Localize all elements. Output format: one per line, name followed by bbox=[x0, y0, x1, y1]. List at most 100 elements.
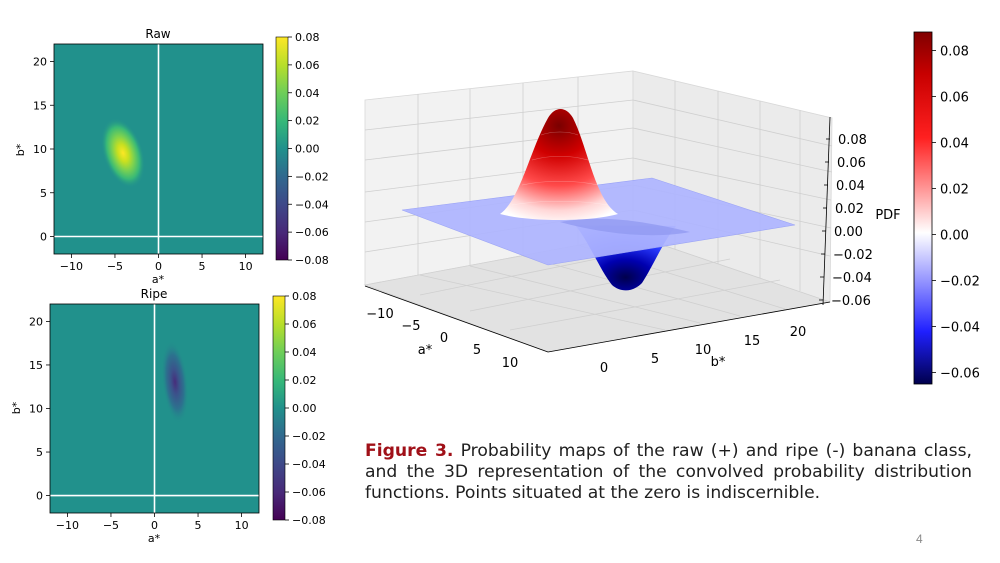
pdf-colorbar-tick-label: 0.06 bbox=[940, 90, 969, 105]
y-tick-label: 15 bbox=[29, 359, 43, 372]
raw-peak-blob bbox=[100, 118, 146, 188]
x-tick-label: 0 bbox=[151, 519, 158, 532]
colorbar-tick-label: 0.00 bbox=[292, 402, 317, 415]
pdf-colorbar-tick-label: −0.04 bbox=[940, 320, 980, 335]
figure-caption: Figure 3. Probability maps of the raw (+… bbox=[365, 441, 972, 504]
a-axis-ticks: −10 −5 0 5 10 bbox=[366, 307, 518, 371]
colorbar-tick-label: −0.02 bbox=[292, 430, 326, 443]
raw-axes: −10 −5 0 5 10 0 5 10 15 20 bbox=[33, 44, 263, 273]
z-axis-line bbox=[822, 116, 831, 306]
pdf-colorbar-tick-label: 0.00 bbox=[940, 228, 969, 243]
a-tick-label: 5 bbox=[473, 343, 481, 358]
colorbar-tick-label: −0.02 bbox=[295, 170, 329, 183]
raw-ylabel: b* bbox=[14, 143, 27, 156]
y-tick-label: 15 bbox=[33, 99, 47, 112]
pdf-colorbar bbox=[913, 31, 933, 385]
colorbar-tick-label: 0.08 bbox=[292, 290, 317, 303]
pdf-colorbar-ticks: 0.08 0.06 0.04 0.02 0.00 −0.02 −0.04 −0.06 bbox=[932, 44, 980, 381]
ripe-xlabel: a* bbox=[148, 532, 161, 545]
colorbar-tick-label: 0.04 bbox=[292, 346, 317, 359]
colorbar-tick-label: −0.08 bbox=[292, 514, 326, 527]
plane-trough bbox=[560, 218, 690, 236]
y-tick-label: 20 bbox=[29, 315, 43, 328]
colorbar-tick-label: −0.04 bbox=[292, 458, 326, 471]
ripe-colorbar-ticks: 0.08 0.06 0.04 0.02 0.00 −0.02 −0.04 −0.06 −0.08 bbox=[285, 290, 326, 527]
raw-colorbar bbox=[275, 36, 289, 261]
z-tick-label: −0.02 bbox=[833, 248, 873, 263]
raw-colorbar-ticks: 0.08 0.06 0.04 0.02 0.00 −0.02 −0.04 −0.06 −0.08 bbox=[288, 31, 329, 267]
x-tick-label: 0 bbox=[155, 260, 162, 273]
z-axis-ticks: 0.08 0.06 0.04 0.02 0.00 −0.02 −0.04 −0.06 bbox=[819, 133, 873, 309]
b-tick-label: 20 bbox=[790, 325, 807, 340]
colorbar-tick-label: 0.00 bbox=[295, 143, 320, 156]
x-tick-label: 10 bbox=[239, 260, 253, 273]
pdf-colorbar-tick-label: −0.02 bbox=[940, 274, 980, 289]
pdf-colorbar-tick-label: 0.08 bbox=[940, 44, 969, 59]
ripe-axes: −10 −5 0 5 10 0 5 10 15 20 bbox=[29, 304, 259, 532]
y-tick-label: 10 bbox=[29, 403, 43, 416]
colorbar-tick-label: 0.08 bbox=[295, 31, 320, 44]
z-tick-label: −0.06 bbox=[831, 294, 871, 309]
y-tick-label: 5 bbox=[36, 446, 43, 459]
surface-3d: 0.080.060.040.020.00−0.02−0.04−0.06 PDF … bbox=[363, 31, 980, 385]
z-tick-label: 0.06 bbox=[837, 156, 866, 171]
pdf-colorbar-tick-label: 0.04 bbox=[940, 136, 969, 151]
y-tick-label: 20 bbox=[33, 56, 47, 69]
a-tick-label: −10 bbox=[366, 307, 393, 322]
y-tick-label: 5 bbox=[40, 187, 47, 200]
colorbar-tick-label: 0.02 bbox=[292, 374, 317, 387]
b-tick-label: 5 bbox=[651, 352, 659, 367]
pdf-colorbar-tick-label: −0.06 bbox=[940, 366, 980, 381]
colorbar-tick-label: −0.04 bbox=[295, 198, 329, 211]
b-tick-label: 15 bbox=[744, 334, 761, 349]
y-tick-label: 0 bbox=[40, 231, 47, 244]
raw-xlabel: a* bbox=[152, 273, 165, 286]
b-tick-label: 10 bbox=[695, 343, 712, 358]
ripe-ylabel: b* bbox=[10, 401, 23, 414]
colorbar-tick-label: −0.08 bbox=[295, 254, 329, 267]
z-tick-label: 0.04 bbox=[836, 179, 865, 194]
ripe-colorbar bbox=[272, 295, 286, 521]
ripe-peak-blob bbox=[161, 340, 189, 424]
x-tick-label: −10 bbox=[56, 519, 79, 532]
colorbar-tick-label: −0.06 bbox=[292, 486, 326, 499]
colorbar-tick-label: 0.02 bbox=[295, 115, 320, 128]
pdf-colorbar-tick-label: 0.02 bbox=[940, 182, 969, 197]
ripe-title: Ripe bbox=[141, 287, 168, 301]
x-tick-label: 5 bbox=[199, 260, 206, 273]
z-tick-label: −0.04 bbox=[832, 271, 872, 286]
peak-mesh bbox=[511, 131, 609, 206]
x-tick-label: −10 bbox=[60, 260, 83, 273]
x-tick-label: −5 bbox=[103, 519, 119, 532]
raw-heatmap: Raw −10 −5 0 5 10 0 5 10 15 20 a* b* 0.08 0.06 0.04… bbox=[14, 27, 329, 286]
x-tick-label: −5 bbox=[107, 260, 123, 273]
raw-title: Raw bbox=[145, 27, 170, 41]
a-axis-line bbox=[364, 285, 549, 353]
b-axis-line bbox=[547, 301, 831, 353]
y-tick-label: 10 bbox=[33, 143, 47, 156]
caption-text: Probability maps of the raw (+) and ripe… bbox=[365, 441, 973, 503]
z-tick-label: 0.02 bbox=[835, 202, 864, 217]
a-tick-label: −5 bbox=[401, 319, 420, 334]
colorbar-tick-label: 0.04 bbox=[295, 87, 320, 100]
colorbar-tick-label: 0.06 bbox=[295, 59, 320, 72]
b-axis-label: b* bbox=[711, 355, 726, 370]
positive-peak bbox=[500, 109, 618, 220]
a-tick-label: 0 bbox=[440, 331, 448, 346]
b-axis-ticks: 0 5 10 15 20 bbox=[600, 325, 806, 376]
colorbar-tick-label: −0.06 bbox=[295, 226, 329, 239]
raw-frame bbox=[53, 43, 264, 255]
ripe-frame bbox=[49, 303, 260, 514]
page-number: 4 bbox=[916, 532, 923, 546]
x-tick-label: 5 bbox=[195, 519, 202, 532]
z-tick-label: 0.08 bbox=[838, 133, 867, 148]
y-tick-label: 0 bbox=[36, 490, 43, 503]
figure-label: Figure 3. bbox=[365, 441, 454, 461]
a-axis-label: a* bbox=[418, 343, 433, 358]
x-tick-label: 10 bbox=[235, 519, 249, 532]
z-axis-label: PDF bbox=[875, 208, 900, 223]
colorbar-tick-label: 0.06 bbox=[292, 318, 317, 331]
a-tick-label: 10 bbox=[502, 356, 519, 371]
